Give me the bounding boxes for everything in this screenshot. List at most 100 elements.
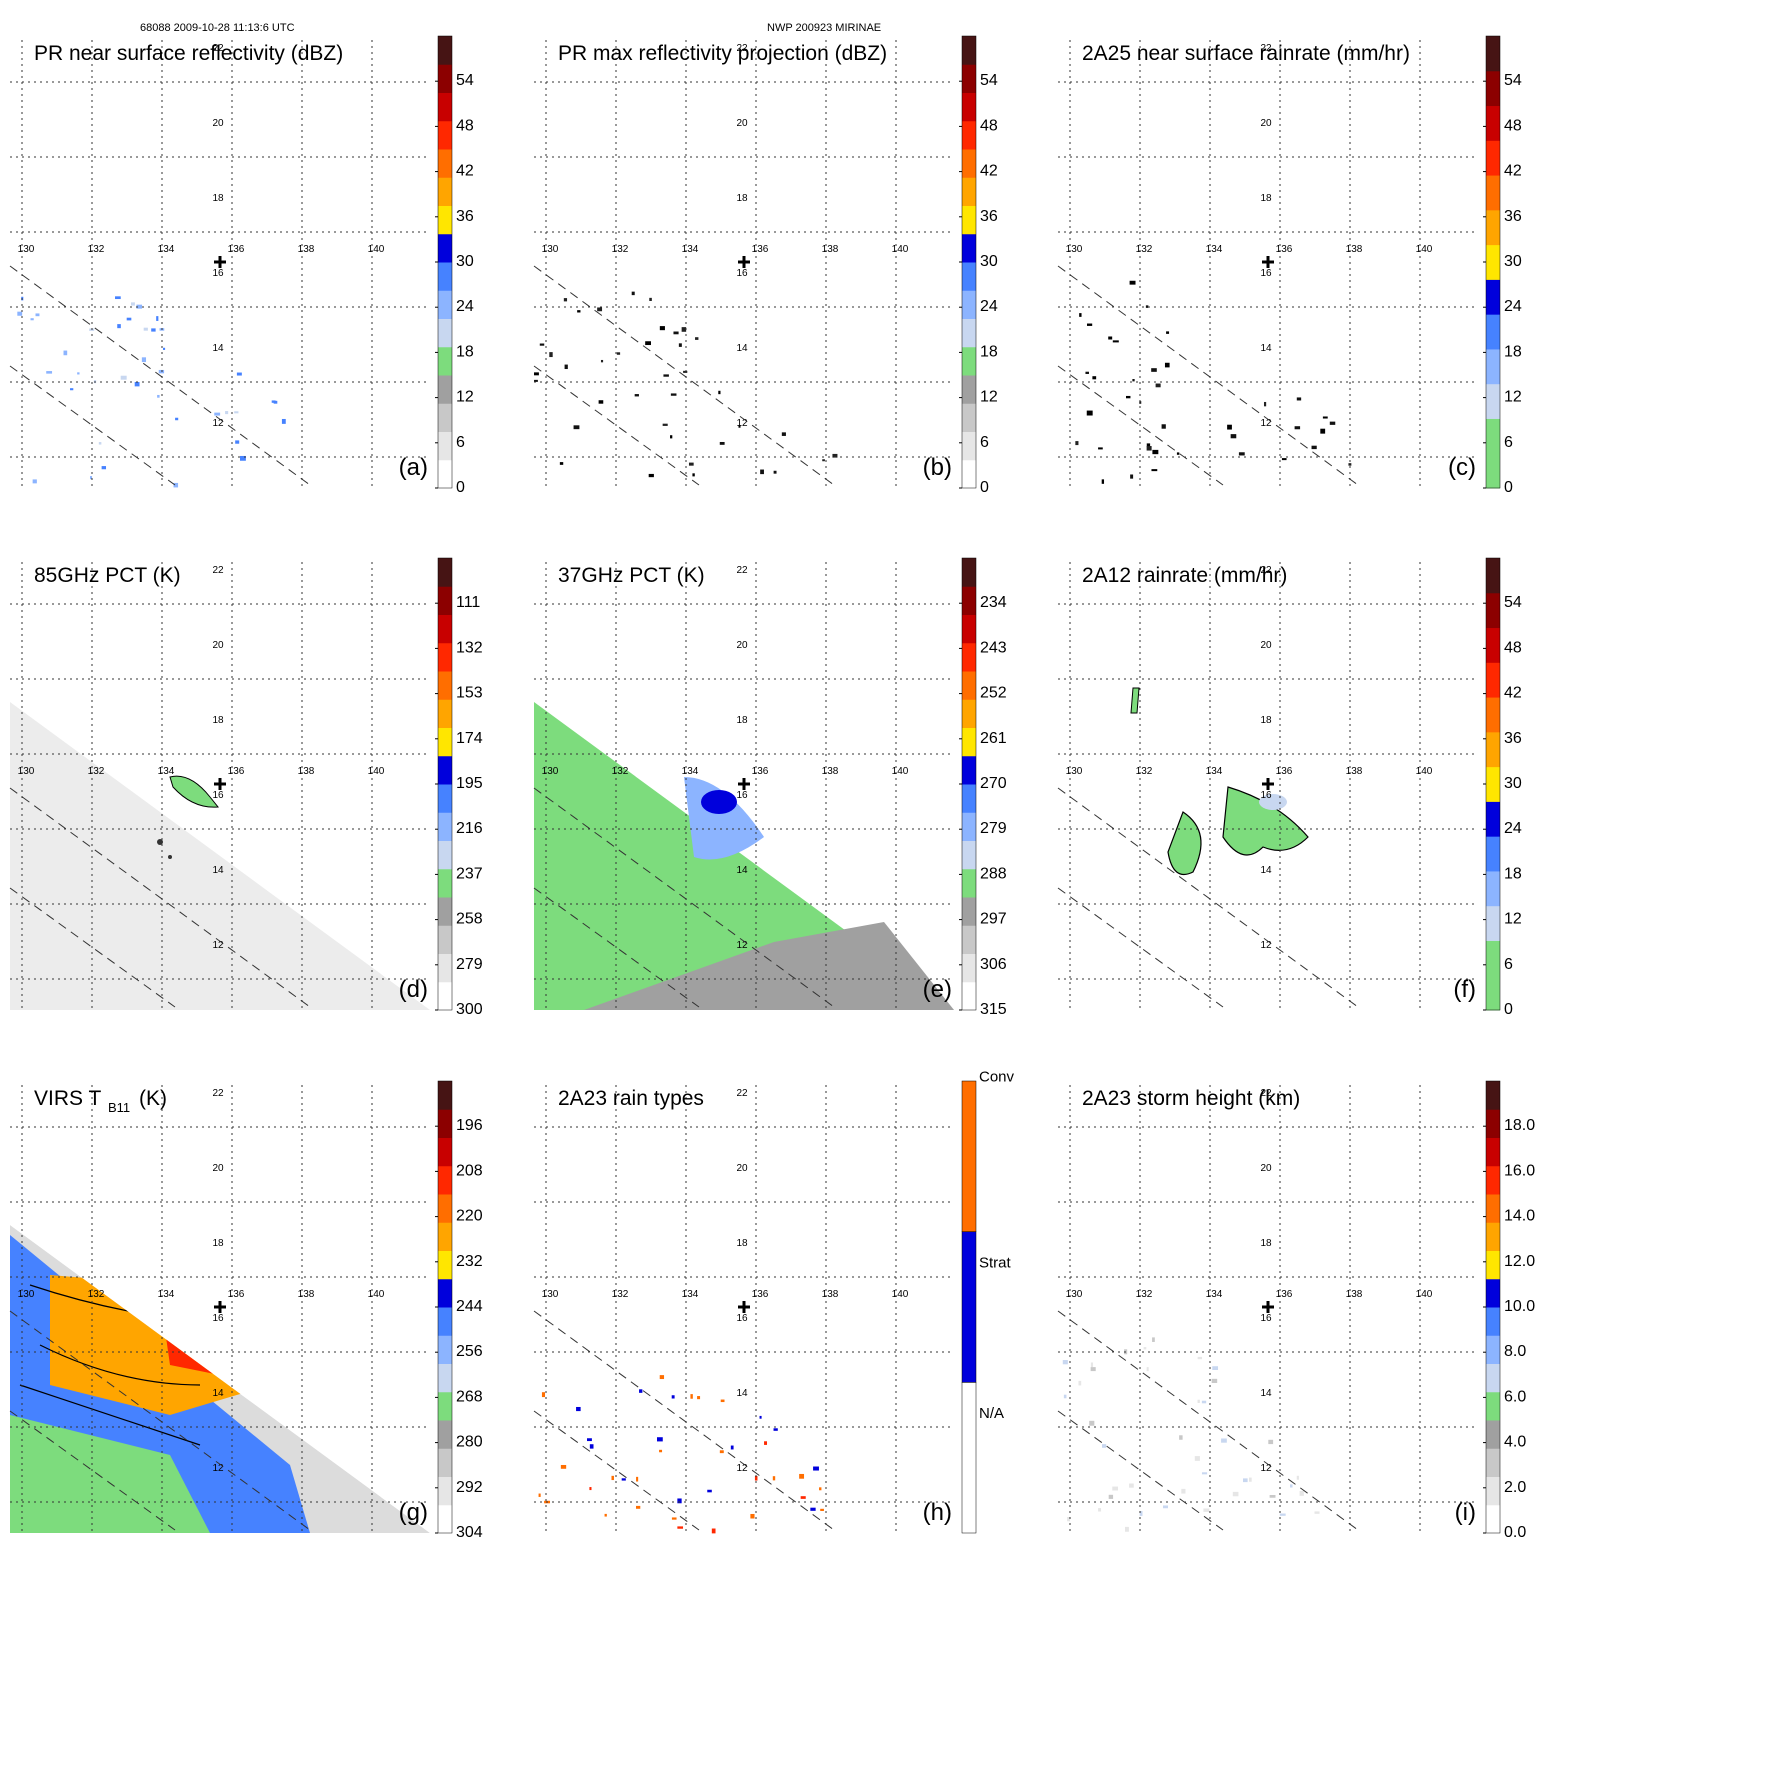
colorbar-tick-label: 280 (456, 1434, 483, 1451)
rain-area (1130, 687, 1140, 714)
lon-tick-label: 134 (682, 1289, 699, 1300)
cold-core (701, 790, 737, 814)
rain-pixel (800, 1496, 806, 1499)
panel-title: 2A12 rainrate (mm/hr) (1082, 564, 1287, 587)
colorbar-tick-label: 292 (456, 1479, 483, 1496)
colorbar-segment (438, 1278, 452, 1308)
colorbar-segment (1486, 418, 1500, 454)
colorbar-segment (438, 642, 452, 672)
swath-edge-line (1057, 1410, 1224, 1531)
lat-tick-label: 16 (212, 790, 224, 801)
swath-edge-line (1057, 787, 1359, 1008)
lon-tick-label: 138 (822, 1289, 839, 1300)
lat-tick-label: 18 (1260, 1238, 1272, 1249)
rain-pixel (235, 440, 240, 444)
colorbar-segment (962, 558, 976, 587)
colorbar-segment (961, 1382, 977, 1534)
colorbar-segment (1486, 36, 1500, 72)
panel-d: 130 132 134 136 138 140 22 20 18 16 14 12 85GHz PCT … (9, 557, 483, 1018)
lat-tick-label: 20 (212, 1163, 224, 1174)
colorbar-segment (961, 1080, 977, 1232)
lon-tick-label: 138 (298, 1289, 315, 1300)
colorbar-segment (438, 1363, 452, 1393)
colorbar-tick-label: 237 (456, 865, 483, 882)
colorbar-segment (962, 346, 976, 376)
lat-tick-label: 16 (736, 790, 748, 801)
lon-tick-label: 138 (1346, 766, 1363, 777)
lon-tick-label: 130 (18, 766, 35, 777)
swath-edge-line (533, 887, 700, 1008)
lon-tick-label: 134 (1206, 244, 1223, 255)
rain-pixel (1299, 1490, 1304, 1496)
colorbar-segment (1486, 1278, 1500, 1308)
rain-pixel (773, 470, 777, 474)
colorbar-segment (1486, 1335, 1500, 1364)
swath-edge-line (533, 1310, 835, 1531)
colorbar-segment (1486, 314, 1500, 350)
swath-edge-line (9, 887, 176, 1008)
rain-pixel (1230, 434, 1237, 439)
lat-tick-label: 18 (212, 715, 224, 726)
lon-tick-label: 140 (1416, 1289, 1433, 1300)
cold-region (169, 775, 219, 808)
colorbar-tick-label: 36 (980, 208, 998, 225)
rain-pixel (611, 1475, 614, 1481)
rain-pixel (1314, 1511, 1320, 1514)
lat-tick-label: 18 (1260, 193, 1272, 204)
rain-pixel (1296, 397, 1302, 401)
rain-pixel (730, 1445, 734, 1450)
colorbar-segment (438, 403, 452, 432)
rain-pixel (598, 400, 604, 404)
rain-pixel (1181, 1488, 1186, 1494)
lat-tick-label: 14 (1260, 343, 1272, 354)
lon-tick-label: 140 (368, 766, 385, 777)
colorbar-segment (438, 1448, 452, 1477)
panel-c: 130 132 134 136 138 140 22 20 18 16 14 12 2A25 near … (1057, 35, 1522, 496)
rain-pixel (1163, 1505, 1168, 1509)
panel-label: (c) (1448, 454, 1476, 481)
rain-pixel (151, 328, 156, 332)
colorbar-segment (962, 699, 976, 728)
rain-pixel (1348, 463, 1352, 466)
colorbar-tick-label: 196 (456, 1117, 483, 1134)
rain-pixel (46, 371, 53, 374)
rain-pixel (564, 364, 568, 370)
colorbar-tick-label: 54 (1504, 72, 1522, 89)
lon-tick-label: 136 (228, 1289, 245, 1300)
colorbar-tick-label: 10.0 (1504, 1298, 1535, 1315)
colorbar-segment (1486, 175, 1500, 211)
rain-pixel (236, 372, 242, 376)
colorbar-segment (1486, 558, 1500, 594)
rain-pixel (634, 394, 639, 397)
rain-pixel (718, 390, 721, 395)
rain-pixel (587, 1438, 592, 1442)
panel-label: (i) (1455, 1499, 1476, 1526)
colorbar-tick-label: 279 (980, 820, 1007, 837)
colorbar-segment (438, 1137, 452, 1167)
colorbar-segment (962, 431, 976, 461)
swath-edge-line (1057, 365, 1224, 486)
cold-spot (157, 839, 163, 845)
rain-pixel (98, 442, 102, 445)
rain-pixel (1108, 1494, 1114, 1499)
rain-pixel (1079, 313, 1082, 317)
rain-pixel (1101, 479, 1105, 484)
rain-pixel (576, 1406, 581, 1412)
lat-tick-label: 14 (212, 343, 224, 354)
colorbar-segment (962, 318, 976, 348)
rain-pixel (1085, 371, 1089, 374)
virs-cloud-green (10, 1415, 210, 1533)
rain-pixel (1248, 1477, 1252, 1482)
colorbar-segment (1486, 1109, 1500, 1138)
lat-tick-label: 12 (736, 418, 748, 429)
rain-pixel (707, 1489, 712, 1493)
rain-pixel (560, 1464, 567, 1469)
colorbar-segment (962, 64, 976, 93)
rain-pixel (673, 331, 679, 335)
colorbar-tick-label: 195 (456, 775, 483, 792)
colorbar-segment (438, 149, 452, 178)
colorbar-segment (438, 64, 452, 93)
panel-label: (g) (399, 1499, 428, 1526)
rain-pixel (688, 462, 694, 466)
lat-tick-label: 14 (736, 1388, 748, 1399)
